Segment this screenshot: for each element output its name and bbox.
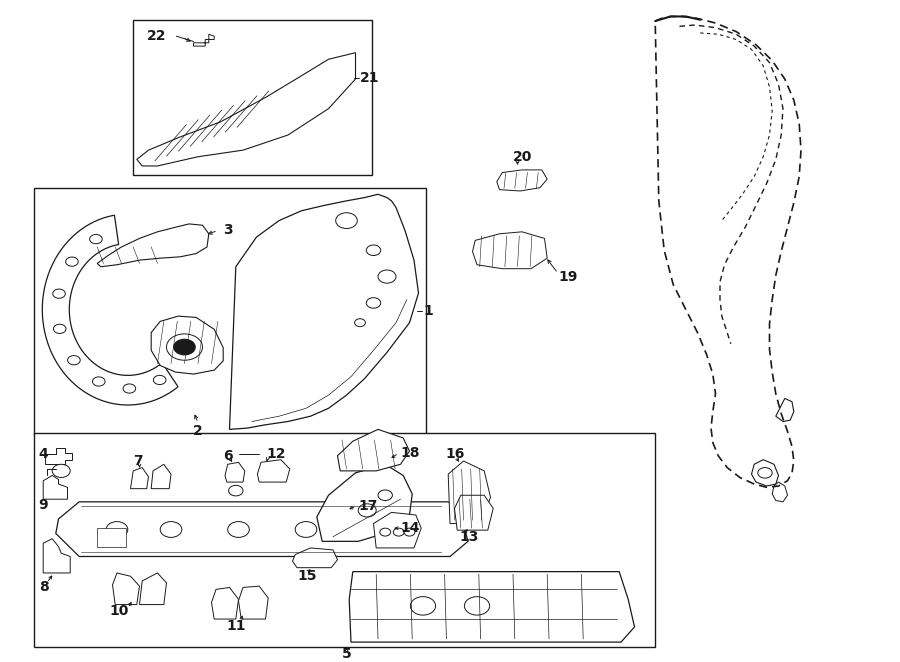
Circle shape [106,522,128,538]
Polygon shape [43,475,68,499]
Text: 8: 8 [39,581,49,594]
Circle shape [228,522,249,538]
Text: 21: 21 [360,71,380,85]
Circle shape [378,490,392,500]
Polygon shape [374,512,421,548]
Circle shape [336,213,357,228]
Circle shape [464,596,490,615]
Polygon shape [776,399,794,422]
Bar [34,188,426,435]
Text: 5: 5 [342,647,351,661]
Text: 20: 20 [513,150,533,164]
Circle shape [68,355,80,365]
Text: 12: 12 [266,448,286,461]
Polygon shape [45,448,72,464]
Polygon shape [151,316,223,374]
Polygon shape [230,194,418,430]
Polygon shape [448,461,490,524]
Polygon shape [257,459,290,482]
Text: 19: 19 [558,269,578,283]
Polygon shape [317,464,412,542]
Circle shape [404,528,415,536]
Text: 6: 6 [223,449,233,463]
Polygon shape [497,170,547,191]
Text: 17: 17 [358,498,378,513]
Circle shape [160,522,182,538]
Text: 16: 16 [446,448,465,461]
Circle shape [153,375,166,385]
Circle shape [229,485,243,496]
Circle shape [52,464,70,477]
Text: 2: 2 [194,424,202,438]
Polygon shape [56,502,468,557]
Polygon shape [43,539,70,573]
Circle shape [53,289,66,299]
Text: 4: 4 [39,448,49,461]
Text: 13: 13 [459,530,479,544]
Polygon shape [454,495,493,530]
Polygon shape [225,462,245,482]
Circle shape [174,339,195,355]
Text: 9: 9 [39,498,49,512]
Text: 1: 1 [423,304,433,318]
Circle shape [410,596,436,615]
Polygon shape [112,573,140,604]
Text: 10: 10 [110,604,130,618]
Polygon shape [238,586,268,619]
Circle shape [758,467,772,478]
Polygon shape [151,464,171,489]
Bar [133,20,372,175]
Circle shape [93,377,105,386]
Polygon shape [130,467,148,489]
Polygon shape [772,482,788,502]
Bar [34,433,655,647]
Text: 22: 22 [147,29,166,43]
Bar [97,528,126,547]
Polygon shape [472,232,547,269]
Text: 11: 11 [226,619,246,633]
Circle shape [355,318,365,326]
Polygon shape [137,53,356,166]
Circle shape [166,334,202,360]
Circle shape [366,245,381,256]
Circle shape [358,504,376,517]
Polygon shape [42,215,178,405]
Polygon shape [752,459,778,486]
Polygon shape [349,572,634,642]
Polygon shape [140,573,166,604]
Circle shape [53,324,66,334]
Polygon shape [194,34,214,46]
Circle shape [295,522,317,538]
Text: 7: 7 [133,454,143,468]
Circle shape [66,257,78,266]
Text: 3: 3 [223,224,233,238]
Circle shape [366,298,381,308]
Circle shape [380,528,391,536]
Polygon shape [212,587,239,619]
Text: 18: 18 [400,446,420,460]
Text: 14: 14 [400,521,420,535]
Circle shape [393,528,404,536]
Circle shape [378,270,396,283]
Text: 15: 15 [297,569,317,583]
Polygon shape [97,224,209,267]
Circle shape [123,384,136,393]
Polygon shape [292,548,338,568]
Circle shape [90,234,103,244]
Polygon shape [338,430,410,471]
